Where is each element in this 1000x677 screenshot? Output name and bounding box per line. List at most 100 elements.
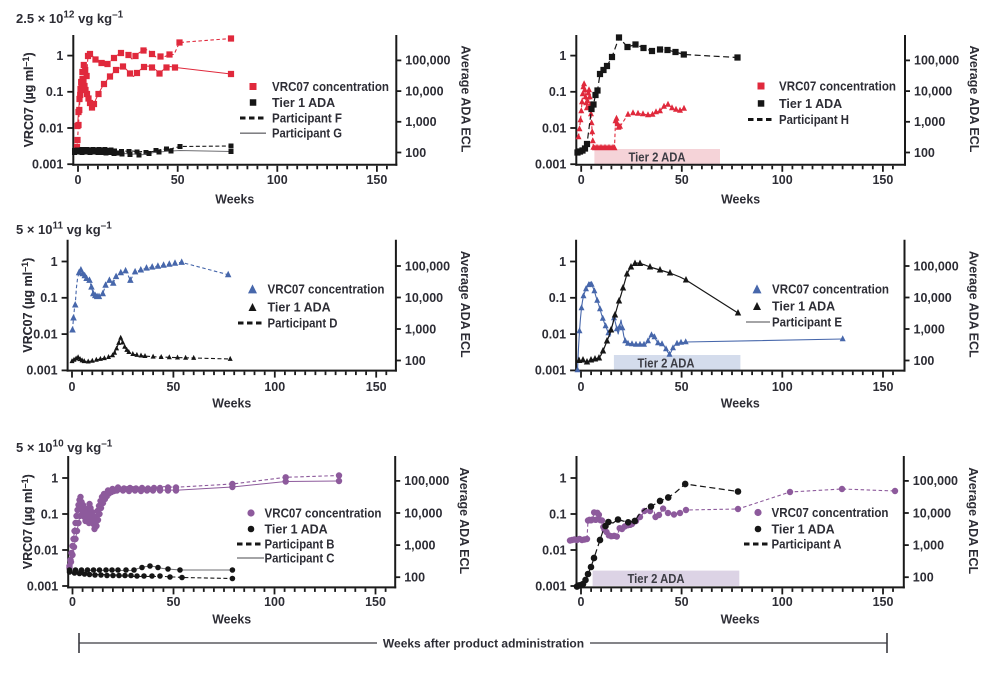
svg-text:Participant F: Participant F bbox=[272, 111, 342, 125]
svg-text:VRC07 concentration: VRC07 concentration bbox=[268, 282, 385, 296]
svg-text:0.1: 0.1 bbox=[549, 507, 566, 521]
svg-text:Tier 2 ADA: Tier 2 ADA bbox=[629, 151, 686, 165]
svg-text:Tier 1 ADA: Tier 1 ADA bbox=[272, 96, 335, 110]
svg-text:10,000: 10,000 bbox=[404, 506, 442, 520]
svg-text:Weeks: Weeks bbox=[212, 612, 251, 627]
svg-text:50: 50 bbox=[675, 173, 689, 187]
svg-text:100: 100 bbox=[405, 146, 426, 160]
svg-text:Participant D: Participant D bbox=[268, 316, 338, 330]
svg-text:Tier 1 ADA: Tier 1 ADA bbox=[779, 97, 842, 111]
svg-text:VRC07 (µg ml–1): VRC07 (µg ml–1) bbox=[20, 258, 35, 353]
svg-text:Participant H: Participant H bbox=[779, 113, 849, 127]
svg-text:50: 50 bbox=[675, 595, 689, 609]
svg-text:VRC07 (µg ml–1): VRC07 (µg ml–1) bbox=[20, 258, 35, 353]
svg-text:1,000: 1,000 bbox=[405, 322, 436, 336]
svg-text:Participant E: Participant E bbox=[772, 315, 842, 329]
svg-text:VRC07 concentration: VRC07 concentration bbox=[772, 506, 889, 520]
svg-text:10,000: 10,000 bbox=[913, 506, 951, 520]
svg-text:150: 150 bbox=[873, 380, 894, 394]
svg-text:Average ADA ECL: Average ADA ECL bbox=[457, 467, 471, 574]
svg-text:0.1: 0.1 bbox=[40, 291, 57, 305]
svg-text:100,000: 100,000 bbox=[405, 54, 450, 68]
svg-text:Tier 2 ADA: Tier 2 ADA bbox=[638, 357, 695, 371]
svg-text:10,000: 10,000 bbox=[405, 84, 443, 98]
svg-text:100,000: 100,000 bbox=[404, 474, 449, 488]
svg-text:100: 100 bbox=[264, 595, 285, 609]
svg-text:0.1: 0.1 bbox=[549, 291, 566, 305]
svg-text:Weeks: Weeks bbox=[721, 396, 760, 411]
svg-text:1: 1 bbox=[559, 255, 566, 269]
svg-text:Average ADA ECL: Average ADA ECL bbox=[458, 45, 472, 152]
svg-text:Tier 2 ADA: Tier 2 ADA bbox=[628, 572, 685, 586]
svg-text:5 × 1010 vg kg–1: 5 × 1010 vg kg–1 bbox=[16, 439, 113, 456]
svg-text:100: 100 bbox=[267, 173, 288, 187]
svg-text:1: 1 bbox=[559, 49, 566, 63]
svg-text:Average ADA ECL: Average ADA ECL bbox=[966, 467, 980, 574]
svg-text:0.001: 0.001 bbox=[27, 579, 58, 593]
svg-text:0: 0 bbox=[578, 173, 585, 187]
svg-text:0.1: 0.1 bbox=[41, 507, 58, 521]
svg-text:150: 150 bbox=[366, 380, 387, 394]
svg-text:50: 50 bbox=[167, 595, 181, 609]
svg-text:0.01: 0.01 bbox=[542, 327, 566, 341]
svg-text:0.01: 0.01 bbox=[33, 327, 57, 341]
svg-text:VRC07 concentration: VRC07 concentration bbox=[265, 506, 382, 520]
svg-text:150: 150 bbox=[366, 173, 387, 187]
svg-text:Tier 1 ADA: Tier 1 ADA bbox=[772, 522, 835, 536]
svg-text:100: 100 bbox=[914, 146, 935, 160]
svg-text:100: 100 bbox=[264, 380, 285, 394]
svg-text:Average ADA ECL: Average ADA ECL bbox=[967, 251, 981, 358]
svg-text:Participant B: Participant B bbox=[265, 537, 335, 551]
svg-text:100: 100 bbox=[404, 571, 425, 585]
svg-text:Participant C: Participant C bbox=[265, 551, 335, 565]
svg-text:Weeks: Weeks bbox=[721, 192, 760, 207]
svg-text:100,000: 100,000 bbox=[405, 259, 450, 273]
svg-text:100: 100 bbox=[914, 354, 935, 368]
svg-text:Participant A: Participant A bbox=[772, 537, 842, 551]
svg-text:100: 100 bbox=[772, 595, 793, 609]
svg-text:100,000: 100,000 bbox=[914, 54, 959, 68]
svg-text:10,000: 10,000 bbox=[914, 84, 952, 98]
svg-text:0.001: 0.001 bbox=[26, 364, 57, 378]
svg-text:50: 50 bbox=[166, 380, 180, 394]
svg-text:Tier 1 ADA: Tier 1 ADA bbox=[265, 522, 328, 536]
svg-text:100: 100 bbox=[772, 380, 793, 394]
svg-text:0: 0 bbox=[75, 173, 82, 187]
svg-text:50: 50 bbox=[675, 380, 689, 394]
svg-text:VRC07 (µg ml–1): VRC07 (µg ml–1) bbox=[21, 52, 36, 147]
svg-text:Participant G: Participant G bbox=[272, 127, 342, 141]
svg-text:VRC07 concentration: VRC07 concentration bbox=[272, 80, 389, 94]
svg-text:Tier 1 ADA: Tier 1 ADA bbox=[772, 299, 835, 313]
svg-text:Weeks: Weeks bbox=[215, 192, 254, 207]
svg-text:1: 1 bbox=[51, 471, 58, 485]
svg-text:50: 50 bbox=[171, 173, 185, 187]
svg-text:1,000: 1,000 bbox=[404, 538, 435, 552]
svg-text:VRC07 (µg ml–1): VRC07 (µg ml–1) bbox=[21, 52, 36, 147]
svg-text:150: 150 bbox=[365, 595, 386, 609]
svg-text:VRC07 (µg ml–1): VRC07 (µg ml–1) bbox=[20, 474, 35, 569]
svg-text:1: 1 bbox=[51, 255, 58, 269]
svg-text:0: 0 bbox=[69, 595, 76, 609]
svg-text:0.001: 0.001 bbox=[535, 579, 566, 593]
svg-text:100: 100 bbox=[772, 173, 793, 187]
svg-text:1,000: 1,000 bbox=[914, 322, 945, 336]
svg-text:10,000: 10,000 bbox=[405, 291, 443, 305]
svg-text:1,000: 1,000 bbox=[913, 538, 944, 552]
svg-text:Tier 1 ADA: Tier 1 ADA bbox=[268, 300, 331, 314]
svg-text:0.001: 0.001 bbox=[535, 158, 566, 172]
svg-text:0.1: 0.1 bbox=[46, 85, 63, 99]
svg-text:0.001: 0.001 bbox=[32, 158, 63, 172]
svg-text:0: 0 bbox=[578, 380, 585, 394]
svg-text:150: 150 bbox=[873, 595, 894, 609]
svg-text:Weeks: Weeks bbox=[721, 612, 760, 627]
svg-text:2.5 × 1012 vg kg–1: 2.5 × 1012 vg kg–1 bbox=[16, 10, 124, 27]
svg-text:VRC07 concentration: VRC07 concentration bbox=[772, 282, 889, 296]
svg-text:10,000: 10,000 bbox=[914, 291, 952, 305]
svg-text:Average ADA ECL: Average ADA ECL bbox=[967, 45, 981, 152]
svg-text:1: 1 bbox=[56, 49, 63, 63]
svg-text:Weeks: Weeks bbox=[212, 396, 251, 411]
svg-text:5 × 1011 vg kg–1: 5 × 1011 vg kg–1 bbox=[16, 221, 112, 238]
svg-text:0.01: 0.01 bbox=[542, 543, 566, 557]
svg-text:100,000: 100,000 bbox=[913, 474, 958, 488]
svg-text:1,000: 1,000 bbox=[405, 115, 436, 129]
